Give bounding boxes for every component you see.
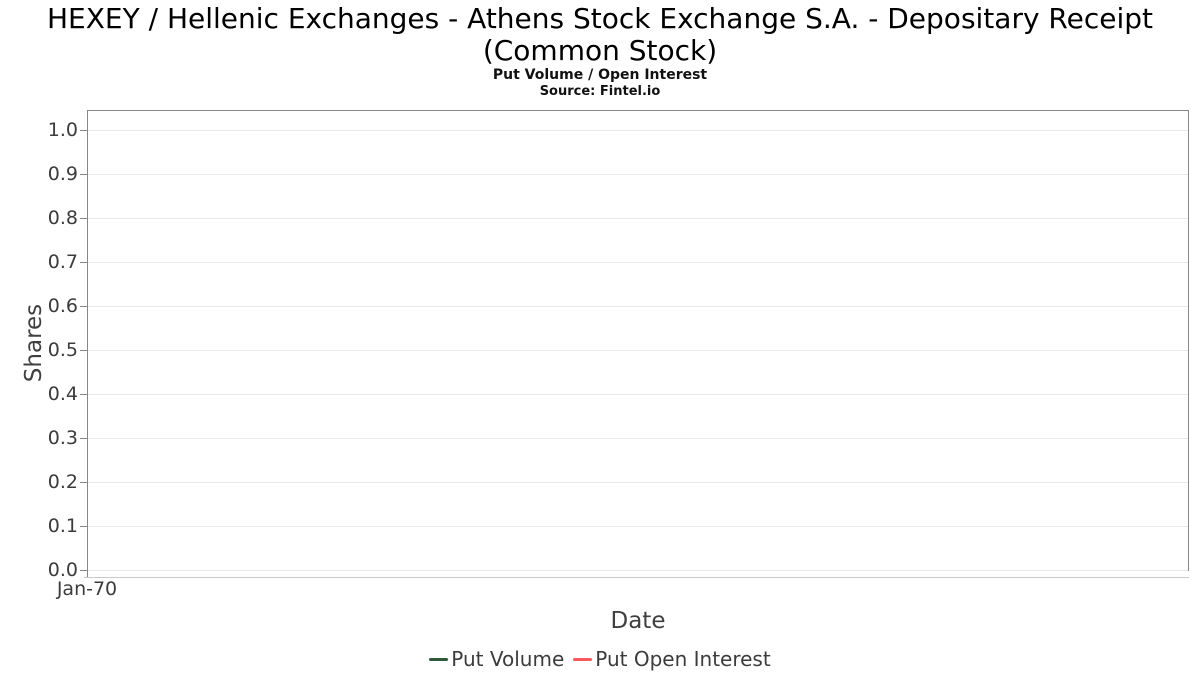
x-tick-label: Jan-70	[56, 578, 118, 600]
y-tick-label: 0.3	[47, 427, 78, 449]
x-tick-mark	[87, 571, 88, 577]
chart-title-line1: HEXEY / Hellenic Exchanges - Athens Stoc…	[47, 2, 1153, 35]
chart-subtitle: Put Volume / Open Interest	[492, 67, 708, 83]
y-tick-label: 1.0	[47, 119, 78, 141]
gridline	[88, 482, 1188, 483]
chart-title: HEXEY / Hellenic Exchanges - Athens Stoc…	[0, 3, 1200, 67]
y-tick-label: 0.8	[47, 207, 78, 229]
legend-item-put-open-interest: Put Open Interest	[573, 647, 771, 671]
gridline	[88, 174, 1188, 175]
y-tick-label: 0.7	[47, 251, 78, 273]
y-tick-label: 0.9	[47, 163, 78, 185]
x-axis-secondary-line	[84, 577, 1189, 578]
chart-title-line2: (Common Stock)	[482, 34, 718, 67]
y-tick-mark	[80, 526, 87, 527]
gridline	[88, 438, 1188, 439]
gridline	[88, 526, 1188, 527]
gridline	[88, 262, 1188, 263]
y-tick-mark	[80, 570, 87, 571]
y-tick-mark	[80, 218, 87, 219]
y-tick-mark	[80, 438, 87, 439]
gridline	[88, 130, 1188, 131]
legend: Put Volume Put Open Interest	[0, 645, 1200, 673]
y-tick-mark	[80, 306, 87, 307]
y-tick-mark	[80, 174, 87, 175]
y-tick-label: 0.2	[47, 471, 78, 493]
x-axis-title: Date	[610, 608, 666, 634]
y-tick-label: 0.6	[47, 295, 78, 317]
y-tick-mark	[80, 350, 87, 351]
y-tick-mark	[80, 262, 87, 263]
put-open-interest-line-swatch	[573, 657, 593, 661]
y-tick-label: 0.4	[47, 383, 78, 405]
y-tick-mark	[80, 482, 87, 483]
plot-area	[87, 110, 1189, 571]
legend-item-put-volume: Put Volume	[429, 647, 564, 671]
put-volume-line-swatch	[429, 657, 449, 661]
y-tick-mark	[80, 394, 87, 395]
legend-label-put-open-interest: Put Open Interest	[595, 647, 771, 671]
chart-source: Source: Fintel.io	[539, 84, 661, 99]
y-tick-label: 0.1	[47, 515, 78, 537]
gridline	[88, 570, 1188, 571]
gridline	[88, 306, 1188, 307]
gridline	[88, 350, 1188, 351]
y-tick-label: 0.0	[47, 559, 78, 581]
gridline	[88, 218, 1188, 219]
y-tick-label: 0.5	[47, 339, 78, 361]
y-tick-mark	[80, 130, 87, 131]
gridline	[88, 394, 1188, 395]
legend-label-put-volume: Put Volume	[451, 647, 565, 671]
